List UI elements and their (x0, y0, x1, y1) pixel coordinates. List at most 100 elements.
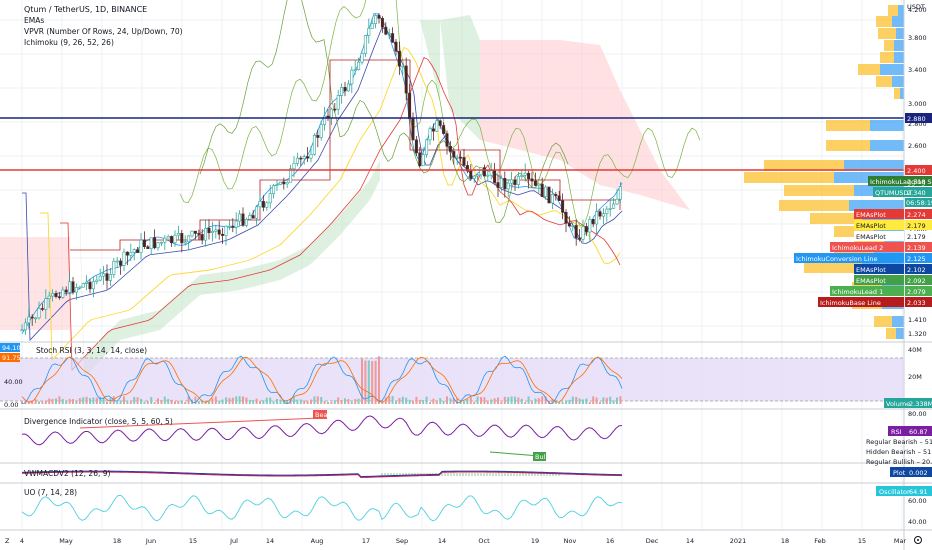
volume-bar (276, 398, 278, 404)
volume-bar (337, 397, 340, 404)
volume-bar (344, 398, 346, 404)
candle (319, 124, 323, 138)
ichimoku-cloud (0, 15, 690, 378)
uo-title[interactable]: UO (7, 14, 28) (24, 488, 77, 497)
svg-text:94.10: 94.10 (2, 344, 21, 352)
volume-bar (82, 397, 85, 404)
volume-bar (568, 399, 571, 404)
vpvr-down (896, 28, 904, 39)
candle (557, 195, 561, 201)
legend-vpvr[interactable]: VPVR (Number Of Rows, 24, Up/Down, 70) (24, 27, 183, 36)
volume-bar (599, 401, 601, 404)
volume-bar (262, 400, 265, 404)
time-tick: 15 (189, 537, 197, 545)
volume-bar (58, 396, 61, 404)
candle (190, 230, 194, 237)
uo-panel[interactable] (21, 494, 623, 522)
candle (309, 153, 313, 159)
svg-text:RSI: RSI (891, 428, 902, 436)
indicator-label-name: IchimokuConversion Line (796, 255, 877, 263)
candle (98, 275, 102, 281)
volume-bar (21, 401, 23, 404)
volume-bar (201, 401, 204, 404)
candle (411, 118, 415, 141)
legend-ichimoku[interactable]: Ichimoku (9, 26, 52, 26) (24, 38, 114, 47)
candle (340, 87, 344, 96)
volume-bar (177, 400, 180, 404)
divergence-line-label: Hidden Bearish – 51.59 (866, 448, 932, 456)
time-axis[interactable]: 4 May 18 Jun 15 Jul 14 Aug 17 Sep 14 Oct 19 Nov 16 Dec 1… (20, 537, 907, 545)
volume-bar (588, 401, 591, 404)
legend-emas[interactable]: EMAs (24, 16, 44, 25)
div-title[interactable]: Divergence Indicator (close, 5, 5, 60, 5… (24, 417, 173, 426)
candle (156, 242, 160, 249)
volume-bar (228, 397, 231, 404)
candle (513, 179, 517, 185)
time-tick: Aug (311, 537, 324, 545)
indicator-value-bg (905, 275, 932, 285)
candle (455, 156, 459, 159)
vwmacd-title[interactable]: VWMACDV2 (12, 26, 9) (24, 469, 111, 478)
volume-bar (612, 400, 615, 404)
candle (115, 260, 119, 263)
volume-bar (507, 397, 510, 404)
price-tick: 1.320 (908, 330, 927, 338)
volume-bar (412, 400, 414, 404)
divergence-panel[interactable] (21, 415, 623, 457)
candle (391, 33, 395, 43)
svg-text:64.91: 64.91 (909, 488, 928, 496)
candle (380, 18, 384, 28)
indicator-value: 2.092 (907, 277, 926, 285)
symbol-title: Qtum / TetherUS, 1D, BINANCE (24, 5, 147, 14)
candle (238, 213, 242, 222)
candle (591, 218, 595, 225)
volume-bar (143, 401, 146, 404)
volume-bar (616, 397, 618, 404)
volume-bar (163, 396, 166, 404)
svg-text:2.400: 2.400 (907, 167, 926, 175)
volume-bar (500, 401, 503, 404)
candle (374, 15, 378, 24)
uo-osc-label (876, 486, 932, 496)
candle (204, 227, 208, 241)
candle (57, 296, 61, 298)
candle (244, 218, 248, 226)
z-icon[interactable]: Z (5, 537, 10, 545)
candle (139, 239, 143, 253)
gear-icon[interactable] (914, 536, 922, 544)
svg-text:60.87: 60.87 (909, 428, 928, 436)
volume-bar (578, 398, 581, 404)
volume-bar (194, 396, 197, 404)
base-line (70, 59, 621, 251)
candle (527, 172, 531, 180)
svg-text:60.00: 60.00 (908, 497, 927, 505)
candle (30, 316, 34, 319)
candle (401, 65, 405, 68)
candle (605, 208, 609, 214)
candle (248, 215, 252, 220)
vpvr-down (896, 328, 904, 339)
volume-bar (333, 400, 336, 404)
candle (465, 165, 469, 172)
time-tick: 19 (531, 537, 539, 545)
volume-bar (167, 398, 170, 404)
stoch-d-line (21, 356, 623, 403)
candle (108, 274, 112, 281)
volume-bar (463, 401, 465, 404)
vwmacd-panel[interactable] (21, 470, 623, 479)
candle (200, 234, 204, 241)
volume-bar (310, 399, 312, 404)
volume-bar (571, 396, 574, 404)
indicator-value-bg (905, 209, 932, 219)
svg-text:2.338M: 2.338M (909, 400, 932, 408)
price-tick: 2.800 (908, 120, 927, 128)
candle (207, 227, 211, 234)
stoch-title[interactable]: Stoch RSI (3, 3, 14, 14, close) (36, 346, 147, 355)
candle (554, 194, 558, 197)
candle (397, 50, 401, 67)
volume-bar (565, 400, 567, 404)
stoch-rsi-panel[interactable] (0, 355, 904, 405)
candle (418, 152, 422, 167)
candle (336, 95, 340, 110)
